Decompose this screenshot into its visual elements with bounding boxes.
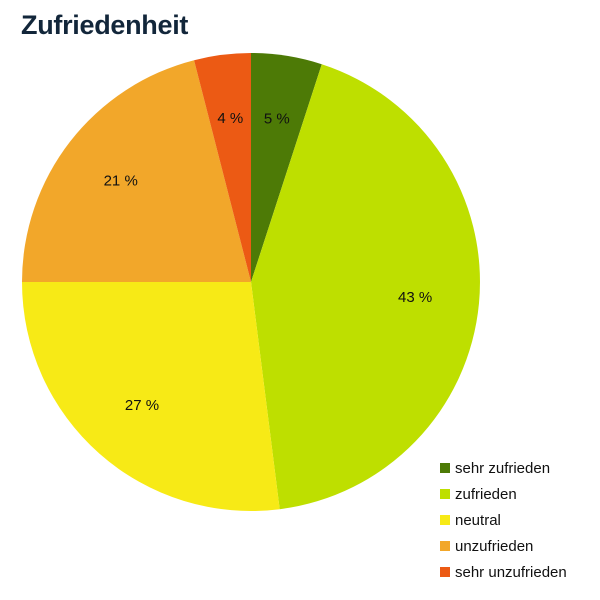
legend-swatch — [440, 541, 450, 551]
legend-item-sehr-zufrieden: sehr zufrieden — [440, 455, 567, 481]
legend-item-zufrieden: zufrieden — [440, 481, 567, 507]
pie-slice-sehr-unzufrieden — [194, 52, 251, 282]
data-label-sehr-unzufrieden: 4 % — [217, 110, 243, 127]
legend-item-sehr-unzufrieden: sehr unzufrieden — [440, 559, 567, 585]
pie-slice-neutral — [22, 282, 280, 511]
legend-label: sehr zufrieden — [455, 459, 551, 477]
pie-slices — [22, 52, 480, 511]
pie-data-labels: 5 % 43 % 27 % 21 % 4 % — [104, 110, 433, 414]
pie-slice-zufrieden — [251, 64, 480, 510]
legend-swatch — [440, 489, 450, 499]
legend-label: neutral — [455, 511, 501, 529]
legend-swatch — [440, 515, 450, 525]
legend-swatch — [440, 567, 450, 577]
data-label-neutral: 27 % — [125, 397, 159, 414]
chart-legend: sehr zufrieden zufrieden neutral unzufriede… — [440, 455, 567, 585]
data-label-unzufrieden: 21 % — [104, 172, 138, 189]
legend-label: sehr unzufrieden — [455, 563, 567, 581]
legend-item-unzufrieden: unzufrieden — [440, 533, 567, 559]
legend-label: zufrieden — [455, 485, 517, 503]
pie-slice-sehr-zufrieden — [251, 53, 322, 282]
pie-slice-unzufrieden — [22, 60, 251, 282]
legend-item-neutral: neutral — [440, 507, 567, 533]
data-label-zufrieden: 43 % — [398, 289, 432, 306]
legend-label: unzufrieden — [455, 537, 534, 555]
legend-swatch — [440, 463, 450, 473]
data-label-sehr-zufrieden: 5 % — [264, 111, 290, 128]
chart-title: Zufriedenheit — [21, 10, 189, 40]
